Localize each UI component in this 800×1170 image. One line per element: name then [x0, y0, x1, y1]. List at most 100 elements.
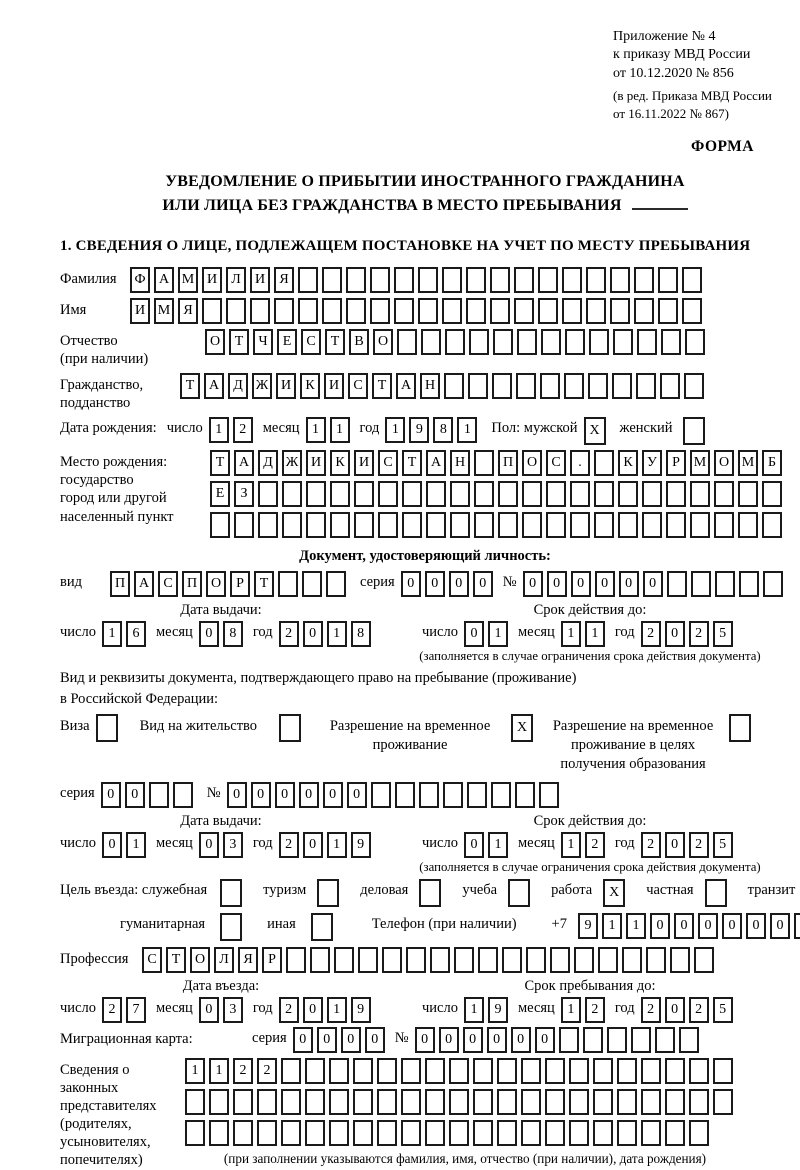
cell[interactable]	[378, 512, 398, 539]
cell[interactable]	[682, 266, 702, 293]
cell[interactable]	[508, 878, 531, 907]
cell[interactable]	[593, 1119, 613, 1146]
cell[interactable]	[473, 1057, 493, 1084]
cell[interactable]	[185, 1088, 205, 1115]
cell[interactable]	[617, 1088, 637, 1115]
cell[interactable]: Т	[229, 328, 249, 355]
cell[interactable]	[421, 328, 441, 355]
cell[interactable]: 2	[640, 621, 661, 648]
cell[interactable]	[713, 1088, 733, 1115]
cell[interactable]	[516, 372, 536, 399]
cell[interactable]	[478, 946, 498, 973]
cell[interactable]: 7	[125, 996, 146, 1023]
purpose-study-checkbox[interactable]	[508, 878, 531, 907]
cell[interactable]	[738, 571, 759, 598]
cell[interactable]	[382, 946, 402, 973]
cell[interactable]	[636, 372, 656, 399]
cell[interactable]: 0	[298, 781, 319, 808]
sex-female-checkbox[interactable]	[682, 417, 705, 446]
cell[interactable]	[714, 512, 734, 539]
cell[interactable]	[642, 512, 662, 539]
cell[interactable]: О	[190, 946, 210, 973]
cell[interactable]	[425, 1119, 445, 1146]
cell[interactable]	[654, 1026, 675, 1053]
cell[interactable]: 1	[487, 621, 508, 648]
cell[interactable]	[562, 266, 582, 293]
cell[interactable]	[690, 481, 710, 508]
cell[interactable]	[689, 1119, 709, 1146]
cell[interactable]: 6	[125, 621, 146, 648]
cell[interactable]	[660, 372, 680, 399]
cell[interactable]	[442, 781, 463, 808]
cell[interactable]	[406, 946, 426, 973]
cell[interactable]: 0	[198, 831, 219, 858]
cell[interactable]	[310, 912, 333, 941]
cell[interactable]	[370, 781, 391, 808]
cell[interactable]	[678, 1026, 699, 1053]
cell[interactable]	[281, 1119, 301, 1146]
cell[interactable]	[281, 1057, 301, 1084]
cell[interactable]	[622, 946, 642, 973]
cell[interactable]	[762, 512, 782, 539]
cell[interactable]: 9	[577, 912, 598, 939]
cell[interactable]: Т	[180, 372, 200, 399]
cell[interactable]	[618, 512, 638, 539]
cell[interactable]	[209, 1088, 229, 1115]
cell[interactable]	[540, 372, 560, 399]
cell[interactable]: И	[354, 450, 374, 477]
cell[interactable]: 2	[688, 621, 709, 648]
representatives-cells-row3[interactable]	[185, 1119, 745, 1146]
cell[interactable]	[570, 512, 590, 539]
cell[interactable]: 1	[326, 831, 347, 858]
cell[interactable]	[521, 1088, 541, 1115]
cell[interactable]: 2	[584, 831, 605, 858]
cell[interactable]: И	[276, 372, 296, 399]
cell[interactable]: 0	[745, 912, 766, 939]
cell[interactable]	[466, 781, 487, 808]
cell[interactable]	[450, 481, 470, 508]
cell[interactable]	[498, 481, 518, 508]
cell[interactable]: 3	[222, 831, 243, 858]
cell[interactable]	[353, 1119, 373, 1146]
cell[interactable]	[209, 1119, 229, 1146]
cell[interactable]	[714, 571, 735, 598]
cell[interactable]: К	[300, 372, 320, 399]
cell[interactable]: 0	[424, 571, 445, 598]
cell[interactable]: И	[250, 266, 270, 293]
cell[interactable]: 0	[302, 996, 323, 1023]
cell[interactable]: 1	[305, 417, 326, 444]
cell[interactable]	[574, 946, 594, 973]
cell[interactable]	[502, 946, 522, 973]
cell[interactable]: С	[378, 450, 398, 477]
cell[interactable]	[473, 1088, 493, 1115]
cell[interactable]	[220, 878, 243, 907]
cell[interactable]: 0	[463, 621, 484, 648]
cell[interactable]: 0	[642, 571, 663, 598]
cell[interactable]: 9	[350, 996, 371, 1023]
cell[interactable]	[401, 1057, 421, 1084]
cell[interactable]	[444, 372, 464, 399]
cell[interactable]	[450, 512, 470, 539]
cell[interactable]	[661, 328, 681, 355]
sex-male-checkbox[interactable]: X	[583, 417, 606, 446]
cell[interactable]: 0	[302, 831, 323, 858]
cell[interactable]	[738, 512, 758, 539]
cell[interactable]: 0	[302, 621, 323, 648]
cell[interactable]: .	[570, 450, 590, 477]
cell[interactable]: 0	[673, 912, 694, 939]
cell[interactable]	[606, 1026, 627, 1053]
cell[interactable]	[521, 1057, 541, 1084]
cell[interactable]	[558, 1026, 579, 1053]
cell[interactable]: X	[603, 878, 626, 907]
cell[interactable]: Р	[666, 450, 686, 477]
cell[interactable]: 0	[250, 781, 271, 808]
cell[interactable]	[445, 328, 465, 355]
